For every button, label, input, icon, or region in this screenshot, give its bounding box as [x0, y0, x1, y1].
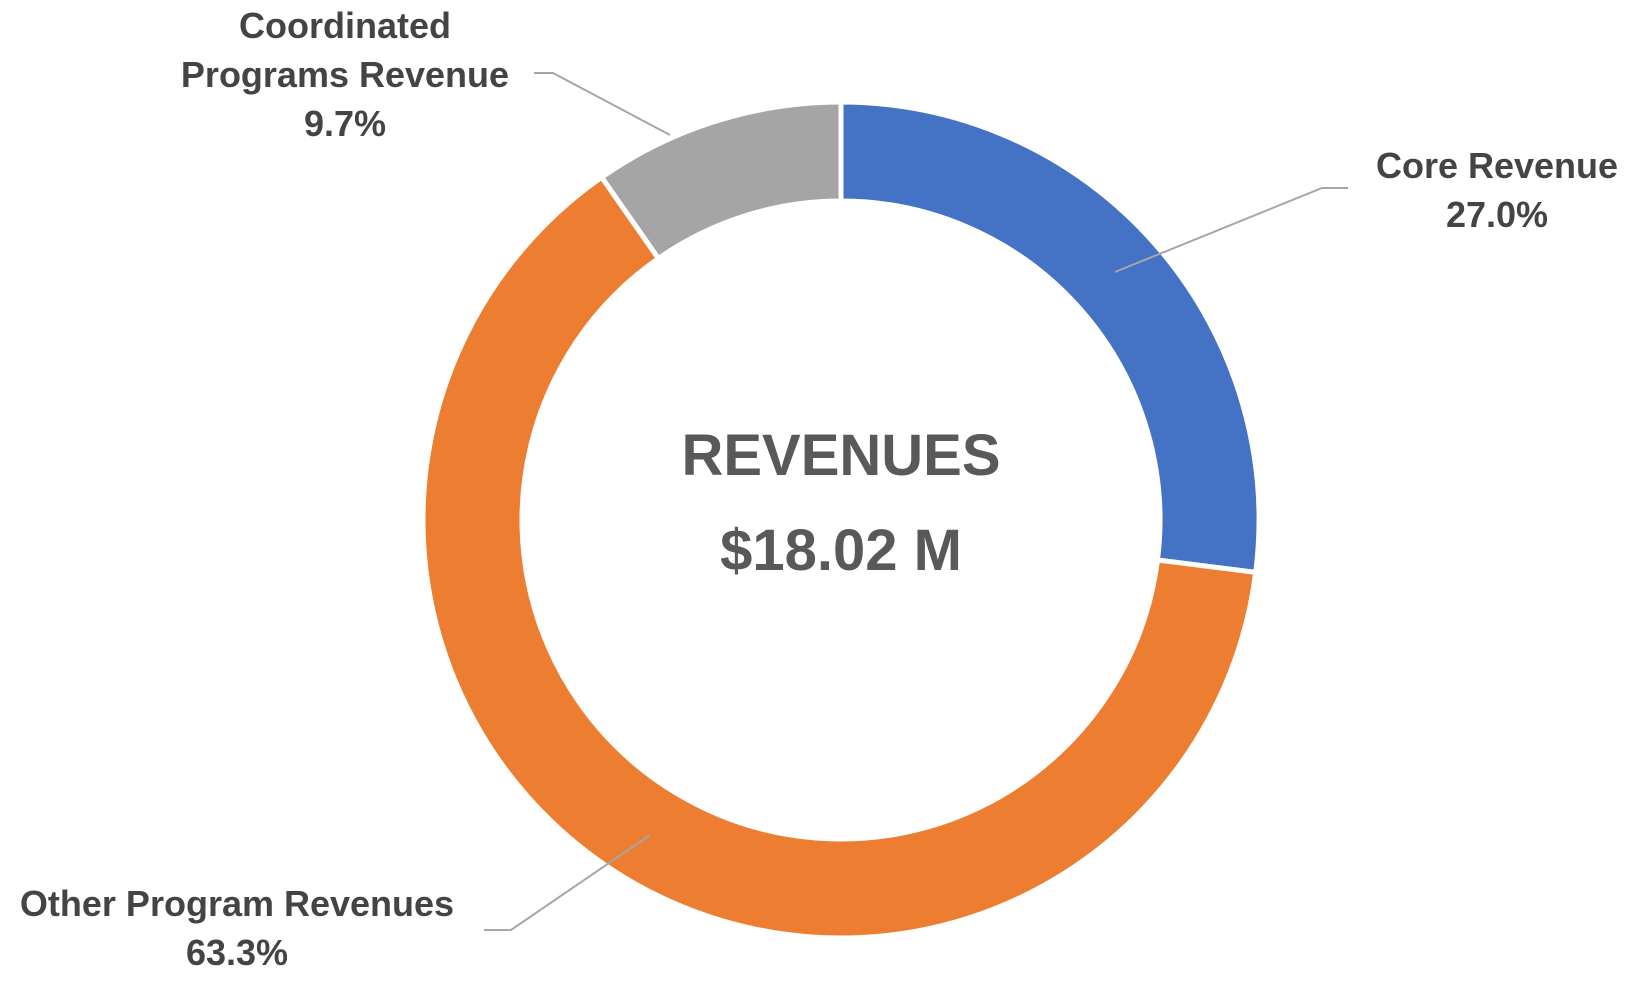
slice-name: Programs Revenue	[181, 54, 509, 95]
center-total: $18.02 M	[720, 518, 962, 583]
slice-name: Other Program Revenues	[20, 883, 454, 924]
donut-slice-other-program-revenues	[420, 173, 1259, 941]
slice-name: Core Revenue	[1376, 145, 1618, 186]
slice-percent: 9.7%	[304, 103, 386, 144]
slice-label: Core Revenue 27.0%	[1376, 145, 1618, 235]
leader-line	[1114, 187, 1348, 273]
leader-lines-layer	[484, 72, 1348, 931]
slice-name: Coordinated	[239, 5, 451, 46]
slice-percent: 63.3%	[186, 932, 288, 973]
slice-percent: 27.0%	[1446, 194, 1548, 235]
slices-layer	[420, 99, 1262, 941]
donut-slice-coordinated-programs-revenue	[598, 99, 844, 262]
slice-label: Other Program Revenues 63.3%	[20, 883, 454, 973]
leader-line	[534, 72, 671, 136]
leader-line	[484, 834, 651, 931]
donut-slice-core-revenue	[838, 99, 1262, 576]
slice-labels-layer: Core Revenue 27.0% Other Program Revenues 6…	[20, 5, 1618, 973]
center-title: REVENUES	[681, 423, 1000, 488]
slice-label: Coordinated Programs Revenue 9.7%	[181, 5, 509, 144]
